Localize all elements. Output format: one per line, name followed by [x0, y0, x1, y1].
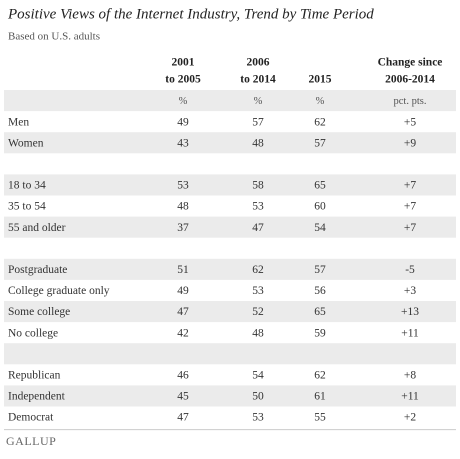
cell-value: 59	[314, 327, 326, 339]
row-shading	[4, 385, 456, 407]
row-shading	[4, 132, 456, 154]
row-label: Women	[8, 137, 44, 149]
row-label: College graduate only	[8, 285, 110, 297]
row-label: 18 to 34	[8, 180, 46, 192]
row-shading	[4, 258, 456, 280]
cell-value: 46	[177, 369, 189, 381]
cell-value: +8	[404, 369, 416, 381]
cell-value: 53	[252, 412, 264, 424]
column-header: Change since	[378, 57, 443, 69]
row-shading	[4, 90, 456, 112]
unit-label: %	[316, 96, 325, 107]
cell-value: 65	[314, 180, 326, 192]
cell-value: 49	[177, 285, 189, 297]
subtitle: Based on U.S. adults	[8, 31, 100, 43]
column-header: to 2005	[165, 74, 201, 86]
cell-value: 47	[177, 412, 189, 424]
cell-value: 53	[252, 285, 264, 297]
cell-value: +11	[401, 391, 419, 403]
row-shading	[4, 301, 456, 323]
cell-value: 61	[314, 391, 326, 403]
cell-value: +9	[404, 137, 416, 149]
cell-value: 62	[314, 116, 326, 128]
row-label: Men	[8, 116, 29, 128]
cell-value: 48	[252, 327, 264, 339]
cell-value: 48	[252, 137, 264, 149]
column-header: 2015	[309, 74, 332, 86]
cell-value: 53	[177, 180, 189, 192]
cell-value: 50	[252, 391, 264, 403]
cell-value: 37	[177, 222, 189, 234]
column-header: 2001	[172, 57, 195, 69]
title: Positive Views of the Internet Industry,…	[7, 6, 374, 22]
cell-value: 57	[314, 264, 326, 276]
row-label: Some college	[8, 306, 70, 318]
cell-value: 56	[314, 285, 326, 297]
row-shading	[4, 216, 456, 238]
cell-value: -5	[405, 264, 415, 276]
cell-value: 48	[177, 201, 189, 213]
unit-label: %	[254, 96, 263, 107]
cell-value: 53	[252, 201, 264, 213]
cell-value: 51	[177, 264, 189, 276]
cell-value: +7	[404, 201, 416, 213]
cell-value: +5	[404, 116, 416, 128]
column-header: to 2014	[240, 74, 276, 86]
column-header: 2006-2014	[385, 74, 435, 86]
cell-value: 57	[252, 116, 264, 128]
cell-value: 42	[177, 327, 189, 339]
cell-value: 57	[314, 137, 326, 149]
row-label: Postgraduate	[8, 264, 67, 276]
cell-value: +7	[404, 222, 416, 234]
row-label: Democrat	[8, 412, 54, 424]
row-label: 55 and older	[8, 222, 66, 234]
cell-value: 65	[314, 306, 326, 318]
cell-value: 60	[314, 201, 326, 213]
cell-value: +2	[404, 412, 416, 424]
cell-value: 62	[314, 369, 326, 381]
cell-value: +7	[404, 180, 416, 192]
unit-label: pct. pts.	[394, 96, 427, 107]
column-header: 2006	[247, 57, 270, 69]
cell-value: 47	[252, 222, 264, 234]
row-label: Republican	[8, 369, 61, 381]
cell-value: 49	[177, 116, 189, 128]
unit-label: %	[179, 96, 188, 107]
row-label: Independent	[8, 391, 66, 403]
cell-value: 45	[177, 391, 189, 403]
cell-value: +13	[401, 306, 419, 318]
logo: GALLUP	[6, 434, 56, 448]
cell-value: 52	[252, 306, 264, 318]
cell-value: +11	[401, 327, 419, 339]
row-shading	[4, 174, 456, 196]
row-label: 35 to 54	[8, 201, 46, 213]
cell-value: 58	[252, 180, 264, 192]
row-label: No college	[8, 327, 58, 339]
cell-value: 62	[252, 264, 264, 276]
cell-value: +3	[404, 285, 416, 297]
cell-value: 47	[177, 306, 189, 318]
cell-value: 43	[177, 137, 189, 149]
cell-value: 54	[314, 222, 326, 234]
cell-value: 54	[252, 369, 264, 381]
cell-value: 55	[314, 412, 326, 424]
row-shading	[4, 343, 456, 365]
